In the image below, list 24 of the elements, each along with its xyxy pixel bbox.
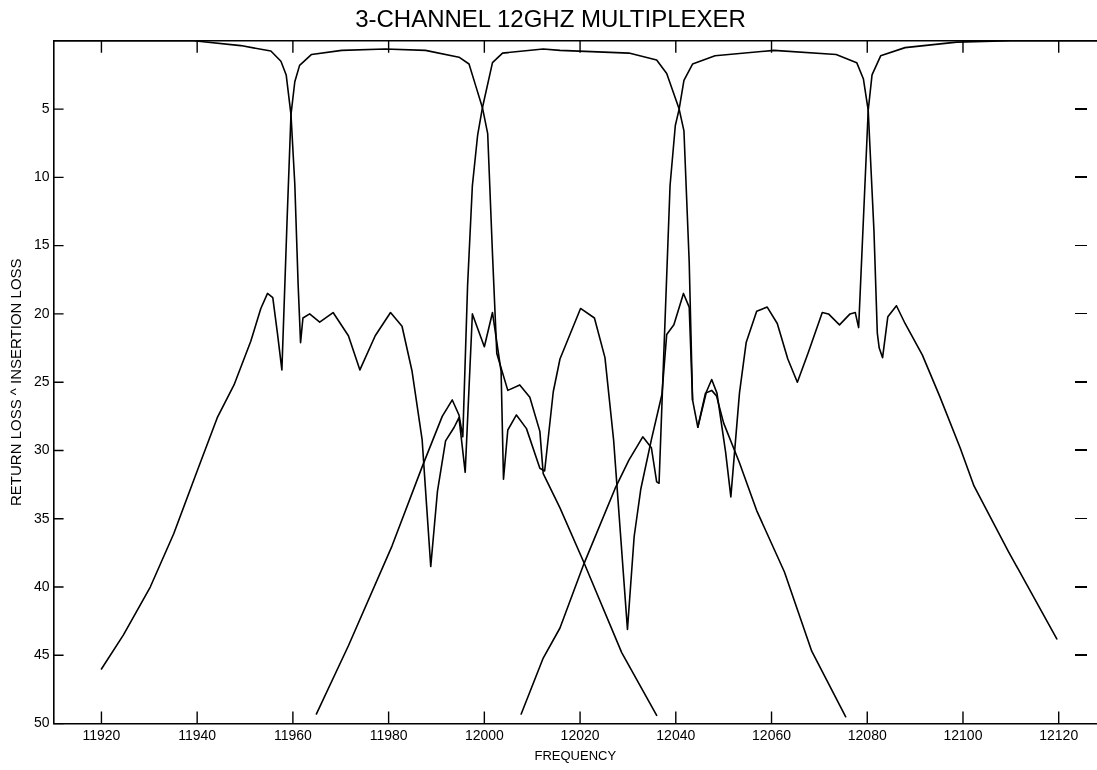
x-tick-label: 12000 [464, 726, 505, 743]
y-tick-label: 40 [33, 577, 50, 594]
y-tick-label: 25 [33, 373, 50, 390]
y-tick-label: 45 [33, 646, 50, 663]
x-tick-label: 11920 [82, 726, 121, 743]
x-tick-label: 11980 [369, 726, 408, 743]
y-tick-label: 15 [33, 236, 50, 253]
y-tick-label: 50 [33, 714, 50, 731]
x-tick-label: 11960 [273, 726, 313, 743]
x-tick-label: 12080 [847, 726, 887, 743]
x-tick-label: 11940 [178, 726, 217, 743]
y-tick-label: 35 [33, 509, 50, 526]
x-tick-label: 12020 [560, 726, 600, 743]
chart-title: 3-CHANNEL 12GHZ MULTIPLEXER [355, 5, 746, 33]
y-axis-title: RETURN LOSS ^ INSERTION LOSS [7, 258, 25, 507]
y-tick-label: 20 [33, 304, 50, 321]
y-tick-label: 30 [33, 441, 50, 458]
x-axis-title: FREQUENCY [534, 747, 617, 763]
x-tick-label: 12040 [656, 726, 696, 743]
y-tick-label: 5 [41, 99, 50, 116]
x-tick-label: 12060 [752, 726, 792, 743]
x-tick-label: 12120 [1039, 726, 1079, 743]
x-tick-label: 12100 [943, 726, 983, 743]
y-tick-label: 10 [33, 168, 50, 185]
